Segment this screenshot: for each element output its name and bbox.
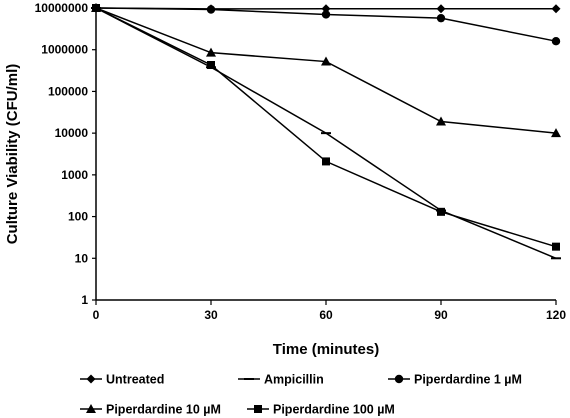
x-tick-label: 120 [546,308,566,322]
x-tick-label: 30 [204,308,218,322]
series-layer [91,3,561,260]
y-axis-ticks: 1 10 100 1000 10000 100000 1000000 10000000 [35,1,96,307]
data-point [551,4,561,14]
legend-item: Piperdardine 100 µM [247,403,395,417]
x-tick-label: 60 [319,308,333,322]
x-tick-label: 0 [93,308,100,322]
series-4 [92,4,560,251]
y-tick-label: 100 [68,210,88,224]
y-axis-title: Culture Viability (CFU/ml) [4,64,21,245]
data-point [321,56,331,66]
data-point [321,10,331,19]
y-tick-label: 1 [81,293,88,307]
legend-marker [394,374,404,384]
axes [95,8,556,301]
legend-item: Ampicillin [238,373,324,387]
data-point [207,61,215,70]
data-point [551,128,561,138]
legend-label: Piperdardine 10 µM [106,403,221,417]
legend-item: Piperdardine 1 µM [388,373,522,387]
data-point [322,157,330,166]
legend-marker [86,374,96,384]
data-point [206,5,216,14]
data-point [206,47,216,57]
legend-item: Untreated [80,373,164,387]
data-point [436,4,446,14]
x-axis-ticks: 0 30 60 90 120 [93,300,566,322]
y-tick-label: 1000 [61,168,88,182]
y-tick-label: 10000 [55,126,89,140]
data-point [437,207,445,216]
data-point [92,4,100,12]
series-3 [91,3,561,138]
y-tick-label: 100000 [48,84,88,98]
x-axis-title: Time (minutes) [273,341,379,358]
legend-label: Ampicillin [264,373,324,387]
data-point [436,116,446,126]
x-tick-label: 90 [434,308,448,322]
legend-marker [86,404,96,413]
legend: Untreated Ampicillin Piperdardine 1 µM Pipe… [80,373,522,417]
y-tick-label: 10 [75,251,89,265]
legend-label: Untreated [106,373,164,387]
y-tick-label: 10000000 [35,1,89,15]
legend-label: Piperdardine 1 µM [414,373,522,387]
data-point [552,242,560,251]
data-point [551,36,561,46]
y-tick-label: 1000000 [41,43,88,57]
legend-marker [254,405,262,413]
series-1 [91,7,561,260]
legend-item: Piperdardine 10 µM [80,403,221,417]
legend-label: Piperdardine 100 µM [273,403,395,417]
data-point [436,13,446,23]
